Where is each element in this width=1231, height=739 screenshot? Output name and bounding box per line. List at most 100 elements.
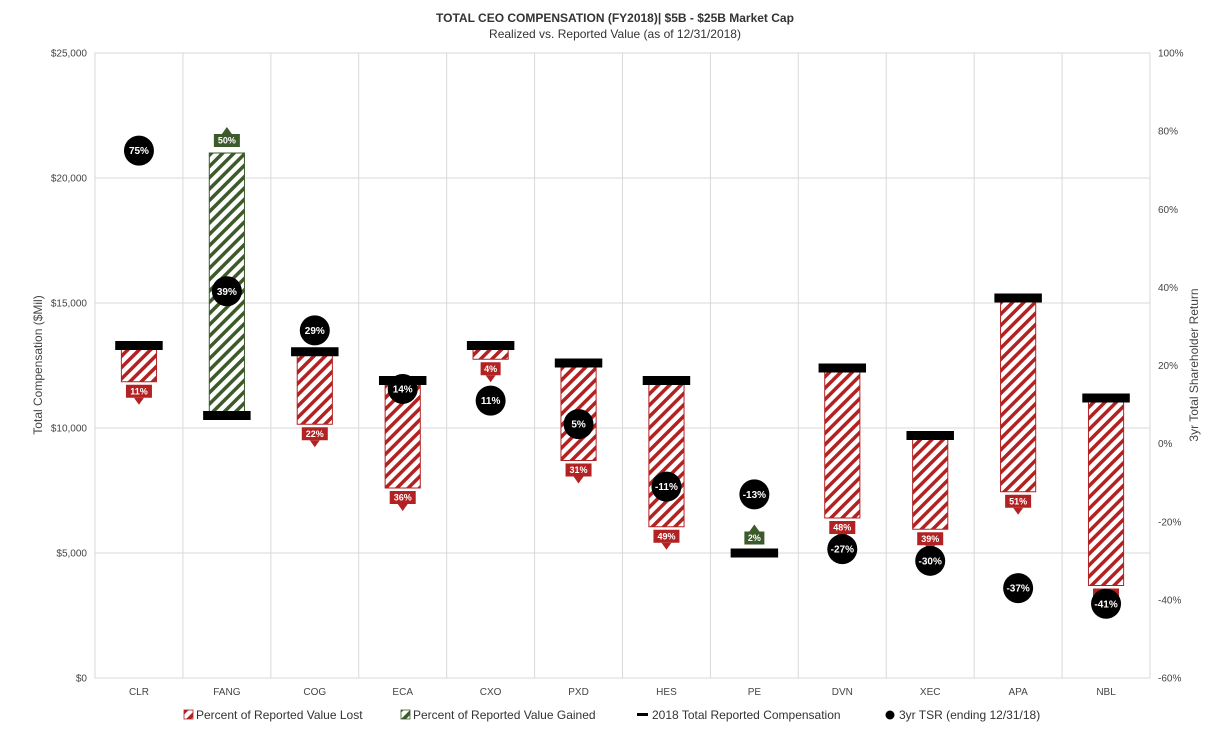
legend-label-tsr: 3yr TSR (ending 12/31/18) bbox=[899, 708, 1040, 722]
tsr-label: 14% bbox=[393, 384, 413, 395]
y2-tick-label: 60% bbox=[1158, 205, 1178, 216]
tsr-label: 75% bbox=[129, 146, 149, 157]
bar-value-lost bbox=[296, 351, 333, 425]
tsr-label: -41% bbox=[1094, 599, 1117, 610]
tsr-marker bbox=[827, 534, 858, 565]
x-tick-label: COG bbox=[303, 687, 326, 698]
bar-value-lost bbox=[120, 345, 158, 383]
tsr-label: -13% bbox=[743, 490, 766, 501]
percent-badge bbox=[653, 529, 680, 543]
y-tick-label: $0 bbox=[76, 674, 88, 685]
y2-axis: -60% -40% -20% 0% 20% 40% 60% 80% 100% bbox=[1158, 49, 1184, 685]
y2-tick-label: 40% bbox=[1158, 283, 1178, 294]
reported-compensation-marker bbox=[730, 548, 779, 558]
y-tick-label: $10,000 bbox=[51, 424, 88, 435]
y2-axis-title: 3yr Total Shareholder Return bbox=[1187, 288, 1201, 441]
percent-badge-label: 48% bbox=[833, 523, 851, 533]
reported-compensation-marker bbox=[203, 411, 251, 420]
legend-swatch-reported bbox=[637, 713, 648, 716]
y-tick-label: $20,000 bbox=[51, 174, 88, 185]
y2-tick-label: 100% bbox=[1158, 49, 1184, 60]
percent-badge bbox=[1005, 494, 1032, 508]
tsr-marker bbox=[563, 409, 594, 440]
reported-compensation-marker bbox=[818, 363, 867, 373]
x-tick-label: PXD bbox=[568, 687, 589, 698]
percent-badge bbox=[125, 384, 152, 398]
x-tick-label: FANG bbox=[213, 687, 240, 698]
bar-value-lost bbox=[1087, 397, 1125, 586]
legend-item-reported: 2018 Total Reported Compensation bbox=[637, 708, 841, 722]
legend-label-gained: Percent of Reported Value Gained bbox=[413, 708, 596, 722]
y2-tick-label: -60% bbox=[1158, 674, 1181, 685]
legend-swatch-lost bbox=[183, 709, 194, 720]
reported-compensation-marker bbox=[906, 431, 954, 440]
legend-swatch-tsr bbox=[885, 710, 895, 720]
y2-tick-label: 20% bbox=[1158, 361, 1178, 372]
tsr-marker bbox=[1091, 588, 1122, 619]
chart-title: TOTAL CEO COMPENSATION (FY2018)| $5B - $… bbox=[436, 11, 794, 25]
tsr-marker bbox=[475, 385, 506, 416]
tsr-marker bbox=[915, 545, 946, 576]
y2-tick-label: 0% bbox=[1158, 439, 1173, 450]
arrow-down-icon bbox=[309, 440, 320, 448]
y2-tick-label: -20% bbox=[1158, 517, 1181, 528]
percent-badge-label: 49% bbox=[657, 531, 675, 541]
percent-badge bbox=[565, 463, 592, 477]
tsr-marker bbox=[387, 373, 418, 404]
arrow-up-icon bbox=[221, 127, 232, 134]
legend-label-reported: 2018 Total Reported Compensation bbox=[652, 708, 841, 722]
y2-tick-label: -40% bbox=[1158, 595, 1181, 606]
y-axis-title: Total Compensation ($Mil) bbox=[31, 295, 45, 434]
percent-badge bbox=[389, 491, 416, 504]
percent-badge-label: 4% bbox=[484, 364, 497, 374]
reported-compensation-marker bbox=[1082, 393, 1130, 403]
legend: Percent of Reported Value Lost Percent o… bbox=[183, 708, 1040, 722]
tsr-marker bbox=[123, 135, 154, 166]
bar-value-lost bbox=[1000, 297, 1037, 493]
tsr-marker bbox=[299, 315, 330, 346]
tsr-label: 39% bbox=[217, 287, 237, 298]
arrow-down-icon bbox=[485, 375, 496, 383]
x-axis: CLR FANG COG ECA CXO PXD HES PE DVN XEC APA NBL bbox=[129, 687, 1116, 698]
percent-badge-label: 51% bbox=[1009, 496, 1027, 506]
tsr-label: -30% bbox=[919, 556, 942, 567]
reported-compensation-marker bbox=[466, 341, 515, 350]
bar-value-lost bbox=[912, 435, 949, 530]
percent-badge bbox=[301, 427, 328, 441]
arrow-down-icon bbox=[1013, 507, 1024, 515]
reported-compensation-marker bbox=[291, 347, 339, 357]
percent-badge-label: 2% bbox=[748, 533, 761, 543]
legend-label-lost: Percent of Reported Value Lost bbox=[196, 708, 363, 722]
x-tick-label: DVN bbox=[832, 687, 853, 698]
x-tick-label: XEC bbox=[920, 687, 941, 698]
arrow-down-icon bbox=[573, 476, 584, 484]
tsr-label: -37% bbox=[1006, 584, 1029, 595]
tsr-label: 29% bbox=[305, 326, 325, 337]
arrow-up-icon bbox=[749, 524, 760, 532]
tsr-marker bbox=[739, 479, 770, 510]
percent-badge bbox=[829, 521, 856, 534]
legend-swatch-gained bbox=[400, 709, 411, 720]
percent-badge bbox=[480, 362, 501, 376]
reported-markers-layer bbox=[115, 293, 1130, 558]
grid-layer bbox=[95, 52, 1150, 679]
x-tick-label: APA bbox=[1008, 687, 1028, 698]
x-tick-label: CLR bbox=[129, 687, 149, 698]
bar-value-lost bbox=[824, 367, 861, 519]
chart-subtitle: Realized vs. Reported Value (as of 12/31… bbox=[489, 27, 741, 41]
y-tick-label: $5,000 bbox=[56, 549, 87, 560]
y2-tick-label: 80% bbox=[1158, 127, 1178, 138]
x-tick-label: NBL bbox=[1096, 687, 1116, 698]
percent-badge-label: 11% bbox=[130, 386, 148, 396]
y-tick-label: $25,000 bbox=[51, 49, 88, 60]
tsr-label: 11% bbox=[481, 396, 501, 407]
x-tick-label: CXO bbox=[480, 687, 502, 698]
tsr-label: -11% bbox=[655, 482, 678, 493]
percent-badge bbox=[917, 532, 944, 546]
tsr-label: -27% bbox=[831, 545, 854, 556]
reported-compensation-marker bbox=[554, 358, 603, 368]
percent-badge-label: 22% bbox=[306, 429, 324, 439]
tsr-marker bbox=[1003, 573, 1034, 604]
